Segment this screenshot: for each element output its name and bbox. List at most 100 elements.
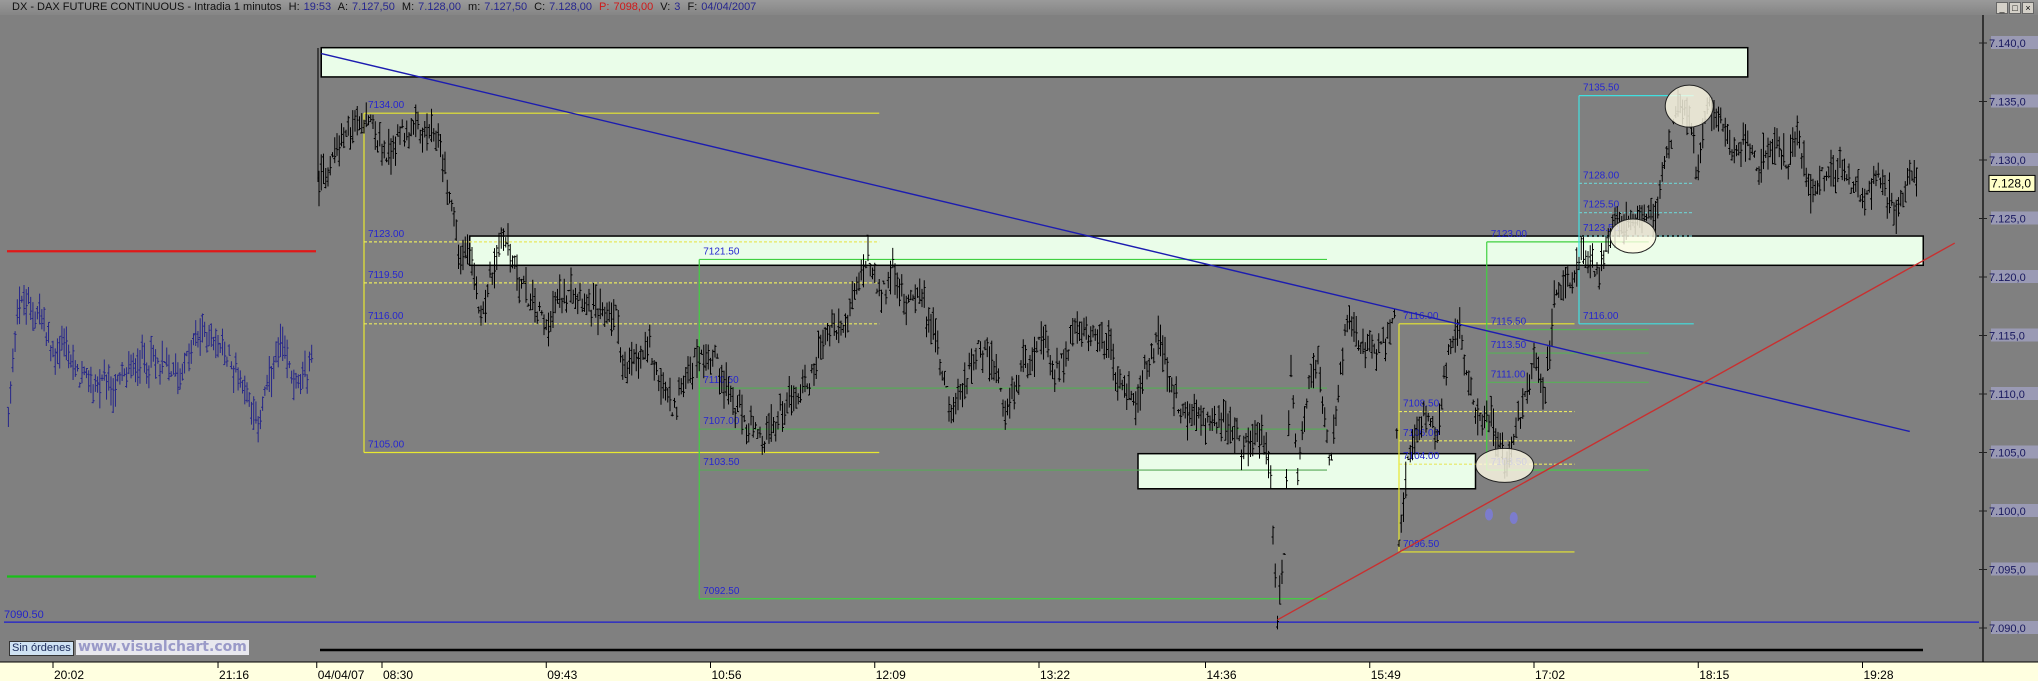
y-tick-label: 7.125,0 [1989,214,2026,226]
price-bar [877,278,881,297]
price-bar [632,349,636,365]
zone-box[interactable] [1137,452,1477,490]
previous-session-price-bar [64,326,68,361]
close-button[interactable]: × [2022,2,2034,14]
highlight-ellipse[interactable] [1609,218,1657,254]
price-bar [1530,363,1534,380]
previous-session-price-bar [100,374,104,382]
price-bar [1147,358,1151,377]
price-bar [520,278,523,289]
time-axis [0,662,2038,681]
price-bar [1433,427,1437,450]
price-bar [1051,360,1054,380]
price-bar [412,120,415,135]
price-bar [1199,405,1203,436]
maximize-button[interactable]: □ [2009,2,2021,14]
y-tick-label: 7.095,0 [1989,565,2026,577]
previous-session-price-bar [102,359,106,381]
price-bar [1062,349,1066,383]
price-bar [439,133,442,158]
fib-level-label: 7116.00 [1583,311,1619,322]
price-bar [414,104,418,138]
price-bar [342,127,346,149]
x-tick-label: 09:43 [547,668,577,681]
price-bar [605,302,609,324]
price-bar [1336,384,1340,403]
price-bar [423,121,427,138]
price-bar [1089,326,1093,347]
price-bar [1060,353,1063,359]
price-bar [949,404,953,424]
trendline[interactable] [321,52,1910,433]
orders-status-button[interactable]: Sin órdenes [9,641,74,656]
price-bar [925,316,928,338]
y-tick-label: 7.115,0 [1989,331,2025,343]
price-bar [1755,167,1759,172]
price-bar [378,122,382,147]
price-bar [835,329,838,340]
previous-session-price-bar [274,341,278,363]
price-bar [1597,267,1601,290]
price-bar [983,340,987,351]
price-bar [394,136,397,166]
window-title-bar: DX - DAX FUTURE CONTINUOUS - Intradia 1 … [0,0,2038,15]
price-bar [1093,328,1097,341]
x-tick-label: 12:09 [876,668,906,681]
zone-box[interactable] [469,235,1924,267]
previous-session-price-bar [149,335,153,368]
price-bar [1408,445,1412,463]
price-bar [1656,196,1660,219]
price-bar [1395,428,1399,439]
price-bar [1831,154,1835,187]
price-bar [1150,343,1153,360]
zone-box[interactable] [320,46,1749,78]
price-bar [495,244,499,271]
price-bar [405,120,409,141]
previous-session-price-bar [247,392,251,407]
price-bar [940,370,944,381]
price-bar [1883,175,1887,196]
previous-session-price-bar [261,396,265,411]
price-bar [749,405,753,426]
y-tick-label-bg [1991,328,2038,342]
price-bar [1179,408,1183,424]
highlight-ellipse[interactable] [1664,84,1714,128]
previous-session-price-bar [232,365,236,394]
minimize-button[interactable]: _ [1996,2,2008,14]
price-bar [675,406,679,420]
price-bar [1582,236,1585,264]
price-bar [1537,356,1540,383]
price-bar [956,378,960,411]
price-bar [1498,432,1502,449]
price-bar [1411,429,1414,461]
price-bar [1366,333,1369,352]
price-bar [1897,197,1900,217]
price-bar [1417,416,1421,441]
price-bar [1462,354,1466,376]
previous-session-price-bar [287,361,291,369]
price-bar [497,232,501,257]
trendline[interactable] [1277,242,1956,621]
price-bar [1323,407,1327,428]
f-value: 04/04/2007 [701,1,757,13]
price-bar [1035,341,1039,353]
price-bar [1033,336,1036,378]
previous-session-price-bar [281,326,285,362]
price-bar [461,239,465,271]
price-bar [1015,374,1018,392]
price-bar [1447,344,1450,356]
previous-session-price-bar [243,375,247,405]
previous-session-price-bar [301,361,305,389]
previous-session-price-bar [26,286,30,305]
price-bar [1271,525,1275,545]
price-bar [830,309,834,328]
price-bar [326,167,330,187]
highlight-ellipse[interactable] [1475,447,1535,483]
price-bar [353,110,357,132]
price-bar [1915,167,1918,197]
price-bar [1474,407,1477,424]
price-bar [1096,329,1099,353]
price-bar [1325,429,1329,444]
price-bar [360,113,364,134]
